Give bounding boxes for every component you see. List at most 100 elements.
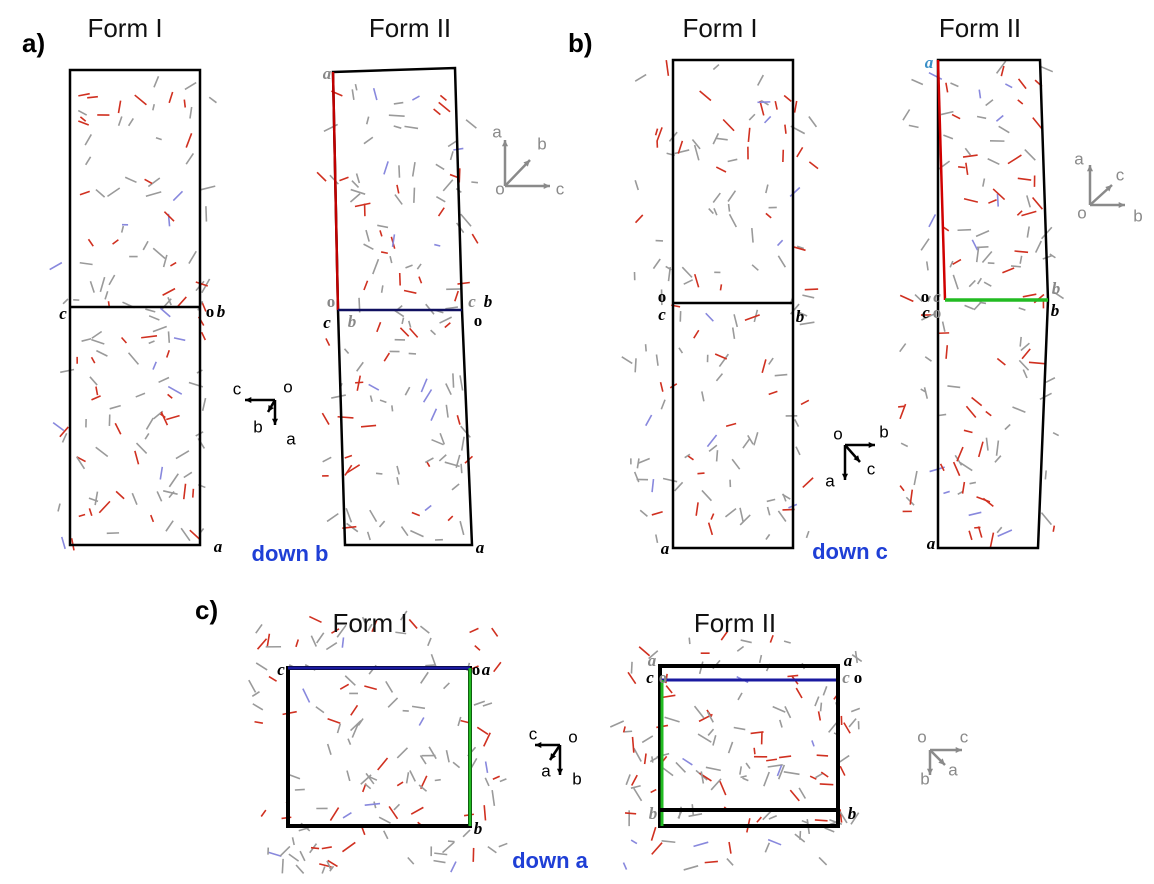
bond xyxy=(200,186,215,190)
bond xyxy=(728,191,735,202)
bond xyxy=(988,200,996,203)
axis-label: c xyxy=(529,724,538,743)
bond xyxy=(713,193,720,202)
bond xyxy=(970,482,976,483)
bond xyxy=(653,259,660,269)
bond xyxy=(634,748,641,761)
bond xyxy=(901,443,908,446)
bond xyxy=(388,698,397,707)
bond xyxy=(1020,256,1021,264)
bond xyxy=(58,504,60,512)
bond xyxy=(352,181,359,188)
bond xyxy=(738,693,742,700)
bond xyxy=(851,708,860,711)
bond xyxy=(709,523,713,535)
bond xyxy=(439,102,450,111)
bond xyxy=(694,330,699,338)
cell-label: a xyxy=(476,538,485,557)
bond xyxy=(136,443,146,453)
bond xyxy=(631,840,637,844)
bond xyxy=(701,771,703,783)
bond xyxy=(785,706,791,717)
bond xyxy=(1019,360,1028,370)
bond xyxy=(966,406,975,417)
bond xyxy=(1021,343,1030,350)
axis-label: a xyxy=(541,761,551,780)
bond xyxy=(754,748,755,754)
bond xyxy=(733,328,735,339)
bond xyxy=(784,641,791,643)
bond xyxy=(943,322,945,332)
bond xyxy=(960,463,972,471)
bond xyxy=(365,804,380,806)
bond xyxy=(96,447,108,456)
bond xyxy=(1005,84,1012,88)
bond xyxy=(79,515,85,517)
bond xyxy=(723,119,734,130)
bond xyxy=(161,412,167,425)
bond xyxy=(411,807,423,814)
bond xyxy=(439,208,445,216)
bond xyxy=(326,643,336,650)
bond xyxy=(327,514,338,522)
bond xyxy=(720,781,726,795)
bond xyxy=(96,190,105,198)
bond xyxy=(720,284,721,290)
bond xyxy=(661,400,665,410)
bond xyxy=(656,534,658,542)
bond xyxy=(716,374,722,381)
axis-label: o xyxy=(1077,203,1086,222)
bond xyxy=(477,727,488,734)
bond xyxy=(982,251,991,262)
bond xyxy=(168,387,182,395)
bond xyxy=(760,655,762,663)
bond xyxy=(92,332,102,339)
bond xyxy=(62,433,66,442)
bond xyxy=(413,162,415,176)
bond xyxy=(1040,393,1052,399)
bond xyxy=(343,813,351,818)
bond xyxy=(173,191,182,200)
bond xyxy=(768,840,781,845)
bond xyxy=(903,110,910,121)
bond xyxy=(656,129,658,136)
bond xyxy=(634,788,642,801)
bond xyxy=(780,720,782,728)
bond xyxy=(53,423,64,431)
bond xyxy=(1023,294,1037,297)
bond xyxy=(692,139,700,148)
bond xyxy=(714,208,717,215)
bond xyxy=(988,159,1000,165)
bond xyxy=(646,415,652,426)
axis-label: b xyxy=(1133,206,1142,225)
bond xyxy=(958,230,972,231)
bond xyxy=(709,445,717,451)
bond xyxy=(440,95,446,100)
form-title: Form I xyxy=(682,13,757,43)
bond xyxy=(166,416,179,420)
form-title: Form II xyxy=(369,13,451,43)
bond xyxy=(346,508,351,522)
cell-label: o xyxy=(327,292,336,311)
bond xyxy=(787,675,798,676)
bond xyxy=(394,126,402,128)
bond xyxy=(983,498,993,506)
bond xyxy=(381,252,388,253)
bond xyxy=(448,841,455,842)
bond xyxy=(778,511,785,522)
bond xyxy=(969,280,975,286)
axis-label: c xyxy=(233,379,242,398)
bond xyxy=(784,772,800,774)
bond xyxy=(795,101,797,113)
bond xyxy=(443,842,455,852)
bond xyxy=(1002,268,1014,273)
bond xyxy=(679,348,682,353)
axis-label: c xyxy=(867,459,876,478)
arrow-head xyxy=(842,474,848,480)
bond xyxy=(342,842,355,851)
bond xyxy=(472,234,478,243)
bond xyxy=(778,240,783,245)
bond xyxy=(1040,66,1053,72)
caption: down c xyxy=(812,539,888,564)
bond xyxy=(168,394,173,398)
